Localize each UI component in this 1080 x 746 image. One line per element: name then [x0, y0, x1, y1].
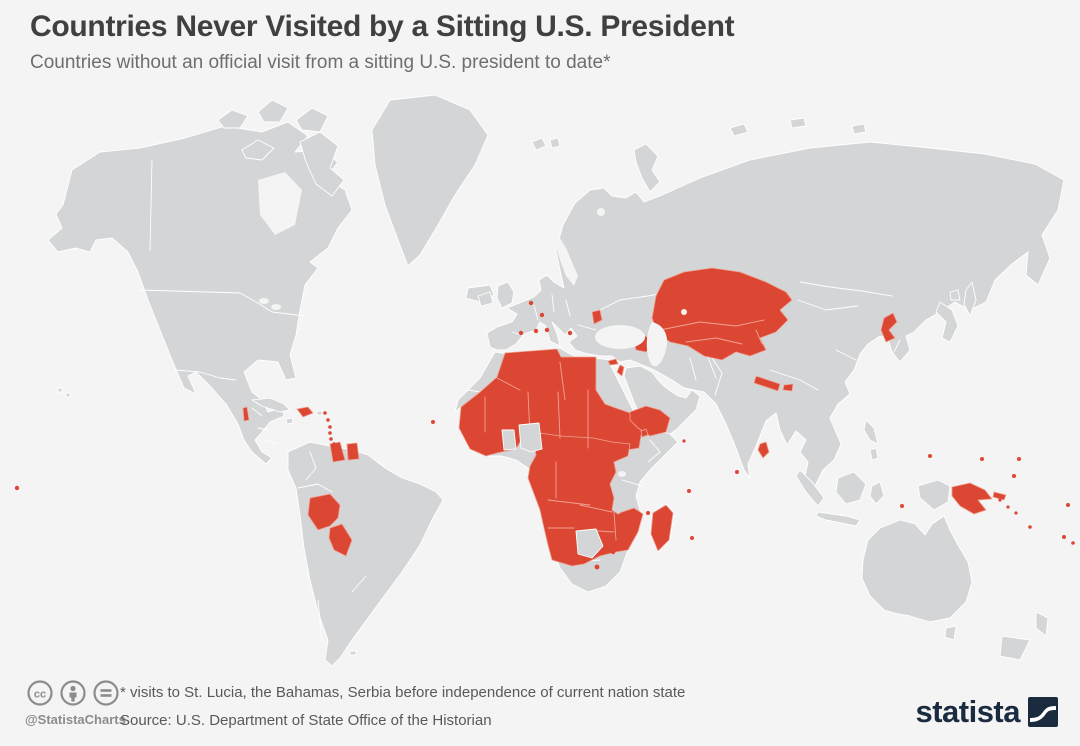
baltic-sea [556, 238, 578, 286]
great-lakes [259, 298, 269, 304]
hudson-bay [258, 172, 302, 235]
cc-license: cc [27, 680, 119, 706]
region-madagascar [650, 504, 674, 552]
great-lakes [271, 304, 281, 310]
region-lebanon [616, 364, 625, 377]
inland-seas [258, 172, 687, 477]
europe-microstate-dots [518, 300, 573, 336]
region-djibouti [640, 428, 649, 438]
region-bolivia [307, 493, 341, 531]
region-arctic-island [295, 107, 329, 133]
region-hispaniola [296, 406, 314, 418]
region-new-britain [992, 491, 1007, 501]
region-japan [935, 301, 959, 343]
page-title: Countries Never Visited by a Sitting U.S… [30, 10, 735, 43]
lake-victoria [618, 471, 626, 477]
region-sakhalin [963, 281, 977, 317]
statista-charts-handle: @StatistaCharts [25, 712, 126, 727]
region-java [815, 511, 861, 527]
svg-text:cc: cc [34, 689, 46, 701]
white-sea [597, 208, 605, 216]
region-nigeria [518, 422, 543, 453]
region-new-guinea-west [917, 479, 951, 511]
region-greenland [371, 94, 489, 267]
region-north-korea [880, 312, 898, 343]
region-central-southern-africa [527, 432, 644, 567]
region-belize [242, 406, 250, 422]
region-suriname [346, 442, 360, 461]
region-cuba [251, 397, 291, 413]
region-svalbard [531, 137, 561, 151]
region-baffin [299, 131, 345, 197]
page-subtitle: Countries without an official visit from… [30, 52, 611, 73]
region-sri-lanka [757, 441, 770, 459]
region-ireland [477, 291, 494, 307]
region-sumatra [795, 469, 825, 507]
region-nepal [753, 375, 781, 392]
lesser-antilles-dots [323, 411, 336, 446]
footer: cc @StatistaCharts * visits to St. Lucia… [0, 672, 1080, 746]
region-central-asia [651, 267, 793, 361]
region-arctic-island [241, 139, 275, 161]
region-novaya-zemlya [633, 143, 661, 193]
gray-notches [501, 422, 604, 559]
no-derivatives-equals-icon [93, 680, 119, 706]
region-new-zealand-north [1035, 611, 1049, 637]
region-yemen [629, 405, 671, 437]
statista-logo: statista [915, 694, 1058, 730]
region-jamaica [285, 417, 294, 425]
region-hawaii [57, 387, 71, 398]
region-sulawesi [869, 481, 885, 505]
cc-icon: cc [27, 680, 53, 706]
region-south-america [287, 441, 444, 667]
footnote: * visits to St. Lucia, the Bahamas, Serb… [120, 684, 686, 701]
region-paraguay [328, 523, 353, 557]
region-papua-new-guinea [951, 482, 993, 515]
header: Countries Never Visited by a Sitting U.S… [30, 10, 1050, 74]
region-new-zealand-south [999, 635, 1031, 661]
region-bhutan [782, 383, 794, 392]
region-philippines [863, 419, 879, 461]
highlighted-internal-borders [484, 319, 765, 541]
region-great-britain [496, 281, 515, 309]
region-falklands [349, 650, 357, 656]
region-australia [861, 515, 973, 623]
region-puerto-rico [316, 410, 323, 416]
region-guyana [329, 441, 346, 463]
caspian-sea [646, 322, 668, 367]
country-borders [139, 159, 901, 641]
black-sea [595, 325, 645, 349]
region-arctic-russia-island [729, 117, 867, 137]
region-cyprus [607, 358, 619, 366]
aral-sea [681, 309, 687, 315]
region-borneo [835, 471, 867, 505]
statista-logo-icon [1028, 697, 1058, 727]
region-ghana [501, 429, 517, 451]
statista-wordmark: statista [915, 694, 1020, 729]
region-arctic-island [257, 99, 289, 123]
region-tasmania [944, 625, 957, 641]
source-line: Source: U.S. Department of State Office … [120, 712, 492, 729]
region-arctic-island [217, 109, 249, 129]
region-botswana [575, 528, 604, 559]
region-moldova [591, 309, 603, 325]
attribution-person-icon [60, 680, 86, 706]
small-island-state-dots [14, 420, 1075, 570]
region-hokkaido [949, 289, 961, 301]
